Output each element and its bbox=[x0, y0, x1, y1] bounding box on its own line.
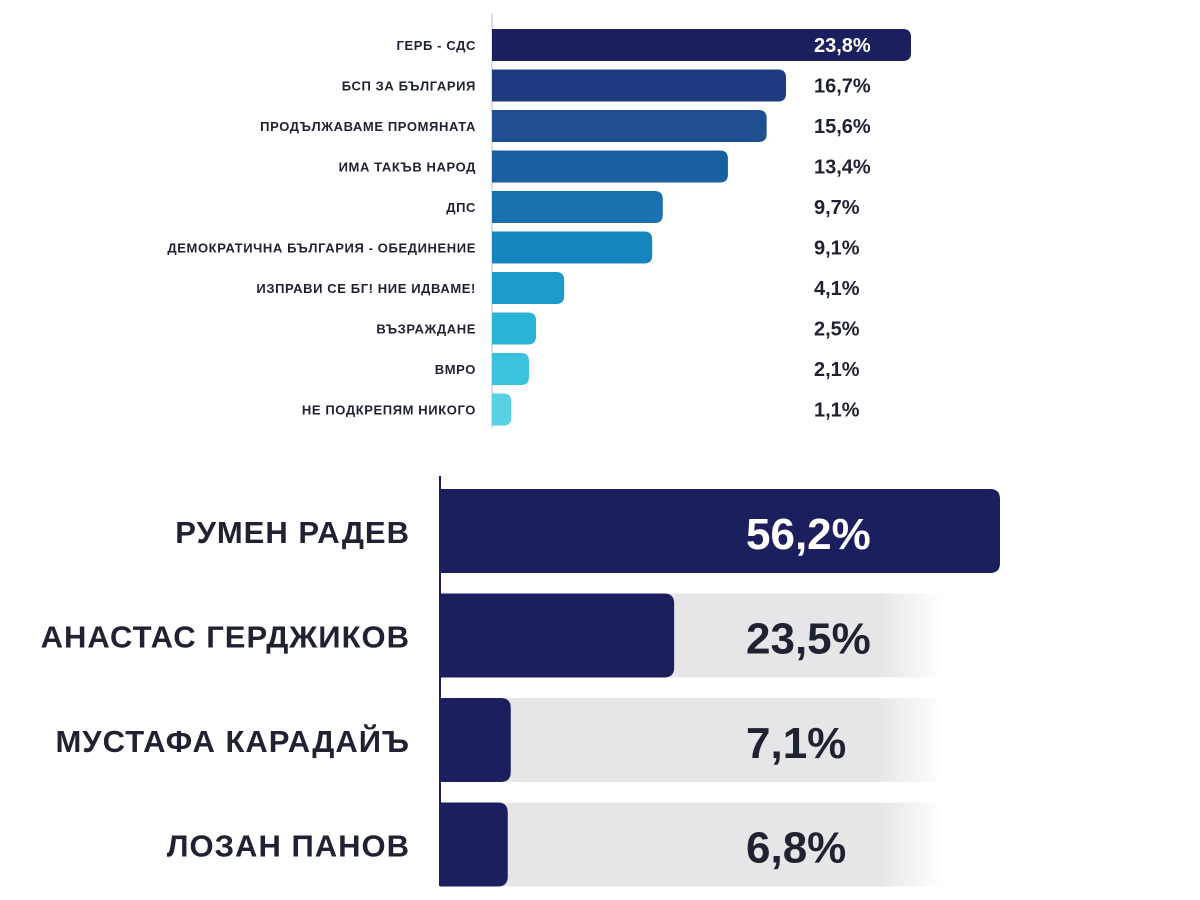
party-bar bbox=[492, 110, 767, 142]
party-category-label: ИЗПРАВИ СЕ БГ! НИЕ ИДВАМЕ! bbox=[256, 281, 476, 296]
candidate-name-label: РУМЕН РАДЕВ bbox=[175, 515, 410, 550]
candidate-value-label: 6,8% bbox=[746, 824, 846, 873]
party-category-label: ГЕРБ - СДС bbox=[397, 38, 476, 53]
candidate-support-chart: РУМЕН РАДЕВ 56,2% АНАСТАС ГЕРДЖИКОВ 23,5% МУ… bbox=[41, 476, 1000, 887]
party-bar bbox=[492, 69, 787, 102]
candidate-bar bbox=[440, 802, 508, 887]
party-category-label: ИМА ТАКЪВ НАРОД bbox=[339, 160, 477, 175]
candidate-bar-track-fade bbox=[880, 698, 942, 782]
party-category-label: ВМРО bbox=[435, 362, 476, 377]
party-value-label: 4,1% bbox=[814, 278, 860, 300]
party-category-label: ВЪЗРАЖДАНЕ bbox=[376, 322, 476, 337]
party-value-label: 13,4% bbox=[814, 157, 871, 179]
candidate-name-label: МУСТАФА КАРАДАЙЪ bbox=[55, 723, 410, 759]
candidate-bar bbox=[440, 593, 675, 678]
candidate-name-label: ЛОЗАН ПАНОВ bbox=[167, 829, 410, 864]
party-value-label: 2,1% bbox=[814, 359, 860, 381]
party-value-label: 16,7% bbox=[814, 76, 871, 98]
party-category-label: ДПС bbox=[446, 200, 476, 215]
party-value-label: 1,1% bbox=[814, 400, 860, 422]
candidate-value-label: 7,1% bbox=[746, 719, 846, 768]
party-bar bbox=[492, 150, 728, 183]
party-bar bbox=[492, 231, 653, 264]
candidate-name-label: АНАСТАС ГЕРДЖИКОВ bbox=[41, 620, 410, 655]
party-value-label: 9,1% bbox=[814, 238, 860, 260]
party-bar bbox=[492, 393, 512, 426]
party-value-label: 2,5% bbox=[814, 319, 860, 341]
candidate-bar-track-fade bbox=[880, 593, 942, 678]
party-bar bbox=[492, 272, 565, 304]
party-bar bbox=[492, 191, 663, 223]
party-category-label: ПРОДЪЛЖАВАМЕ ПРОМЯНАТА bbox=[260, 119, 476, 134]
party-category-label: БСП ЗА БЪЛГАРИЯ bbox=[342, 79, 476, 94]
candidate-value-label: 23,5% bbox=[746, 615, 871, 664]
candidate-value-label: 56,2% bbox=[746, 510, 871, 559]
party-support-chart: ГЕРБ - СДС 23,8% БСП ЗА БЪЛГАРИЯ 16,7% ПРОДЪ… bbox=[167, 14, 911, 428]
candidate-bar-track-fade bbox=[880, 802, 942, 887]
party-bar bbox=[492, 312, 537, 345]
party-category-label: НЕ ПОДКРЕПЯМ НИКОГО bbox=[302, 403, 476, 418]
party-value-label: 9,7% bbox=[814, 197, 860, 219]
party-value-label: 15,6% bbox=[814, 116, 871, 138]
candidate-bar bbox=[440, 489, 1000, 573]
party-category-label: ДЕМОКРАТИЧНА БЪЛГАРИЯ - ОБЕДИНЕНИЕ bbox=[167, 241, 476, 256]
party-bar bbox=[492, 353, 529, 385]
candidate-bar-track bbox=[440, 802, 940, 887]
candidate-bar-track bbox=[440, 698, 940, 782]
party-value-label: 23,8% bbox=[814, 35, 871, 57]
candidate-bar bbox=[440, 698, 511, 782]
party-bar bbox=[492, 29, 911, 61]
